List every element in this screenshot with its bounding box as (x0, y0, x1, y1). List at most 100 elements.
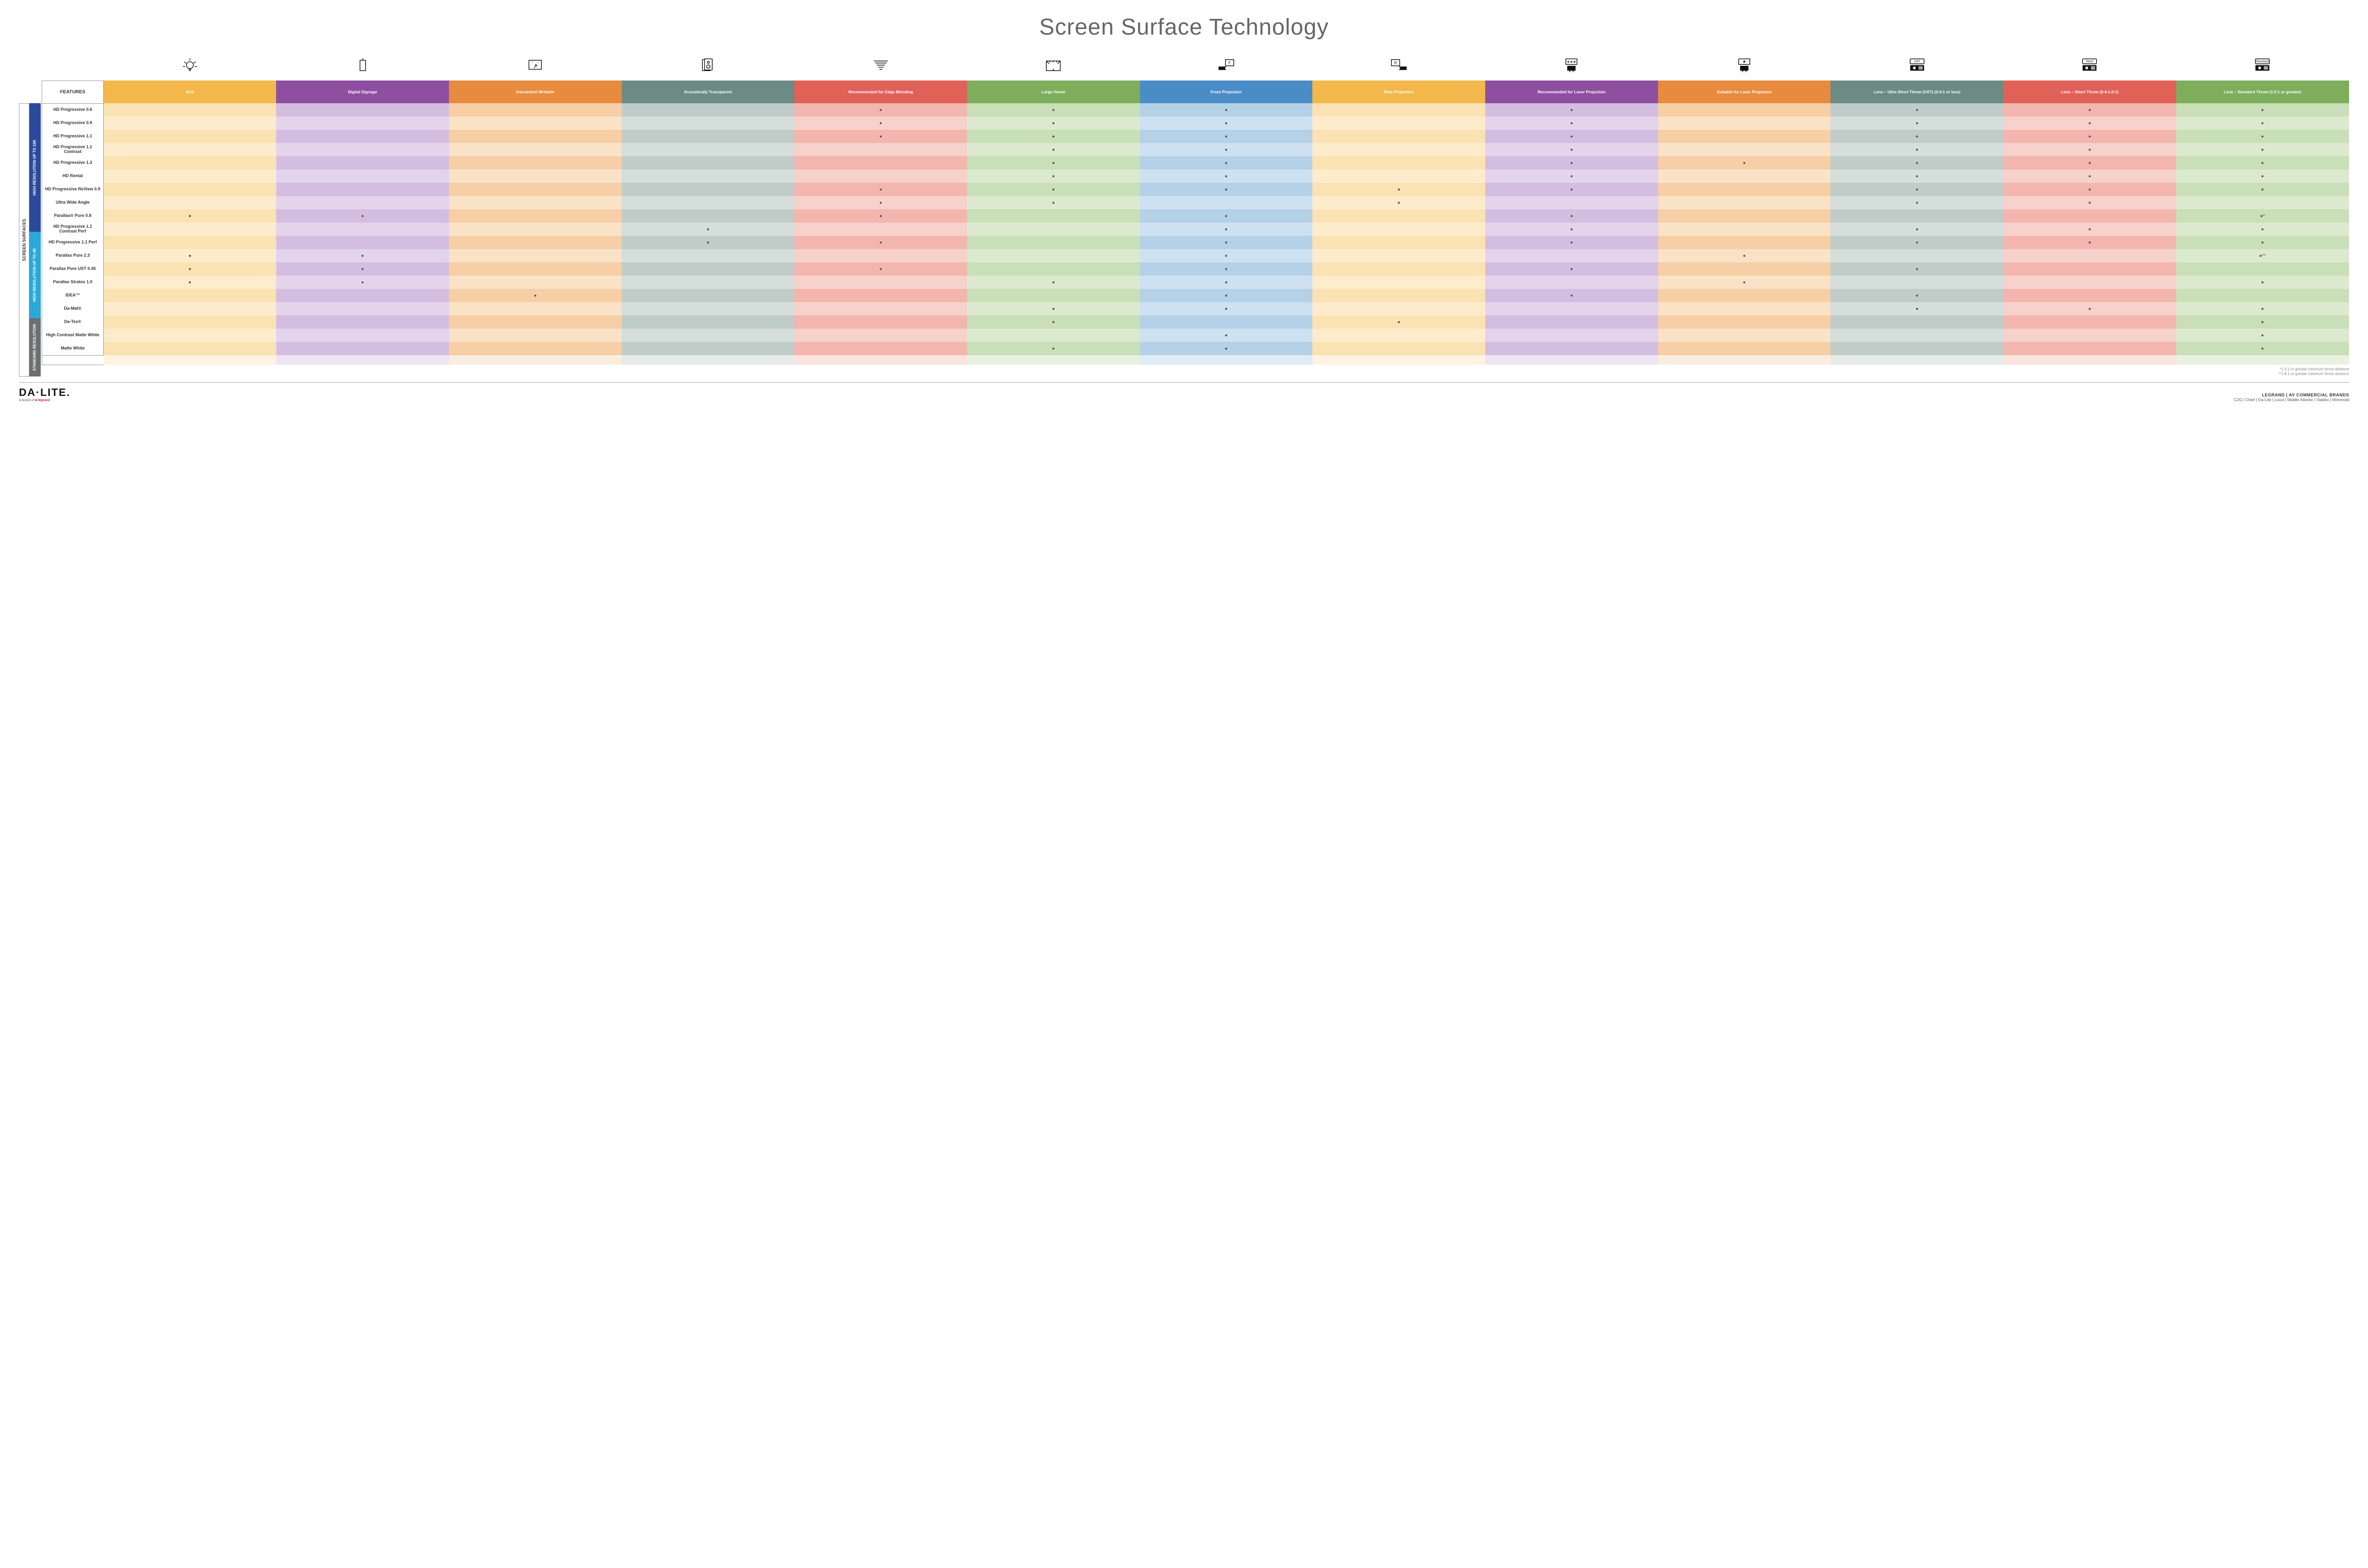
cell (104, 130, 277, 143)
cell (794, 249, 967, 262)
cell (2003, 342, 2176, 355)
cell (2176, 196, 2349, 209)
cell: ● (1485, 223, 1658, 236)
cell (449, 196, 622, 209)
cell (622, 342, 795, 355)
cell (622, 276, 795, 289)
cell (967, 249, 1140, 262)
cell (449, 116, 622, 130)
brand-subtext: A brand of ■ legrand (19, 399, 71, 402)
cell: ● (1830, 130, 2003, 143)
cell (622, 315, 795, 329)
cell (1658, 329, 1831, 342)
cell (1658, 170, 1831, 183)
cell (104, 143, 277, 156)
cell (1658, 342, 1831, 355)
row-label: Da-Tex® (42, 315, 104, 329)
cell: ● (1140, 276, 1313, 289)
cell (967, 329, 1140, 342)
cell (1485, 302, 1658, 315)
page-title: Screen Surface Technology (19, 14, 2349, 40)
row-label: Parallax Pure UST 0.45 (42, 262, 104, 276)
cell (104, 342, 277, 355)
cell (1658, 289, 1831, 302)
cell (1658, 143, 1831, 156)
brand-sub-prefix: A brand of (19, 399, 35, 402)
cell (449, 130, 622, 143)
cell: ● (1140, 130, 1313, 143)
svg-text:F: F (1229, 61, 1231, 65)
cell: ●** (2176, 249, 2349, 262)
cell (1485, 196, 1658, 209)
cell: ● (1658, 156, 1831, 170)
cell (1658, 262, 1831, 276)
cell: ● (1312, 183, 1485, 196)
column-header-3: Acoustically Transparent (622, 81, 795, 103)
cell (104, 289, 277, 302)
cell (1485, 249, 1658, 262)
cell: ● (104, 276, 277, 289)
cell (449, 170, 622, 183)
cell (449, 249, 622, 262)
cell (276, 143, 449, 156)
cell (1312, 289, 1485, 302)
group-label-0: HIGH RESOLUTION UP TO 16K (29, 103, 41, 232)
cell (967, 289, 1140, 302)
cell (276, 170, 449, 183)
column-icon-4 (794, 52, 967, 81)
cell: ● (1830, 236, 2003, 249)
cell: ● (1485, 170, 1658, 183)
cell (276, 196, 449, 209)
cell (104, 170, 277, 183)
cell: ● (967, 342, 1140, 355)
cell: ● (1140, 223, 1313, 236)
column-header-11: Lens – Short Throw (0.4-1.0:1) (2003, 81, 2176, 103)
cell: ● (967, 143, 1140, 156)
table-row: Ultra Wide Angle●●●●● (42, 196, 2349, 209)
cell (622, 209, 795, 223)
cell (1312, 143, 1485, 156)
table-row: HD Progressive 1.1 Perf●●●●●●● (42, 236, 2349, 249)
cell (1312, 342, 1485, 355)
cell: ● (2003, 116, 2176, 130)
cell (1312, 209, 1485, 223)
cell: ● (1140, 116, 1313, 130)
cell (1658, 209, 1831, 223)
cell (622, 130, 795, 143)
cell (1312, 249, 1485, 262)
cell: ● (1830, 223, 2003, 236)
cell: ● (2176, 183, 2349, 196)
cell (276, 289, 449, 302)
cell (1830, 209, 2003, 223)
row-label: Parallax® Pure 0.8 (42, 209, 104, 223)
spacer-row (42, 355, 2349, 365)
icon-row: FR★★★★USTShortStandard (42, 52, 2349, 81)
cell: ● (1312, 196, 1485, 209)
svg-text:UST: UST (1914, 60, 1920, 63)
cell (104, 236, 277, 249)
svg-text:Short: Short (2086, 60, 2094, 63)
column-header-10: Lens – Ultra Short Throw (UST) (0.4:1 or… (1830, 81, 2003, 103)
row-label: HD Progressive 0.9 (42, 116, 104, 130)
group-label-1: HIGH RESOLUTION UP TO 4K (29, 232, 41, 319)
cell: ● (104, 262, 277, 276)
table-row: Matte White●●● (42, 342, 2349, 355)
cell: ● (2176, 156, 2349, 170)
cell: ● (2003, 183, 2176, 196)
cell (276, 329, 449, 342)
cell: ● (2176, 276, 2349, 289)
cell (1658, 130, 1831, 143)
cell: ● (2176, 143, 2349, 156)
column-icon-3 (622, 52, 795, 81)
cell (1312, 262, 1485, 276)
cell (794, 329, 967, 342)
features-header: FEATURES (42, 81, 104, 103)
cell: ● (104, 209, 277, 223)
cell (276, 223, 449, 236)
cell: ● (1658, 249, 1831, 262)
cell (2003, 249, 2176, 262)
side-label-outer: SCREEN SURFACES (19, 103, 29, 376)
cell: ● (794, 116, 967, 130)
group-label-2: STANDARD RESOLUTION (29, 318, 41, 376)
cell: ● (1830, 170, 2003, 183)
